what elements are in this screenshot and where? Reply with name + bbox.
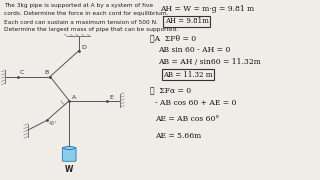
Text: Determine the largest mass of pipe that can be supported.: Determine the largest mass of pipe that …	[4, 28, 178, 32]
Text: cords. Determine the force in each cord for equilibrium.: cords. Determine the force in each cord …	[4, 10, 168, 15]
Text: 45°: 45°	[49, 121, 57, 126]
Text: AB = 11.32 m: AB = 11.32 m	[163, 71, 213, 79]
Text: D: D	[81, 45, 86, 50]
Text: W: W	[65, 165, 73, 174]
Text: A: A	[72, 95, 76, 100]
Text: AE = AB cos 60°: AE = AB cos 60°	[155, 116, 220, 123]
Text: AE = 5.66m: AE = 5.66m	[155, 132, 202, 140]
Text: ①A  ΣFθ = 0: ①A ΣFθ = 0	[150, 34, 196, 42]
Text: The 3kg pipe is supported at A by a system of five: The 3kg pipe is supported at A by a syst…	[4, 3, 153, 8]
Text: ②  ΣFα = 0: ② ΣFα = 0	[150, 87, 192, 95]
FancyBboxPatch shape	[62, 147, 76, 161]
Text: AH = 9.81m: AH = 9.81m	[165, 17, 209, 25]
Text: Each cord can sustain a maximum tension of 500 N.: Each cord can sustain a maximum tension …	[4, 20, 158, 25]
Text: E: E	[109, 95, 113, 100]
Ellipse shape	[64, 147, 75, 150]
Text: - AB cos 60 + AE = 0: - AB cos 60 + AE = 0	[155, 99, 236, 107]
Text: AH = W = m·g = 9.81 m: AH = W = m·g = 9.81 m	[160, 5, 254, 13]
Text: AB sin 60 - AH = 0: AB sin 60 - AH = 0	[158, 46, 231, 54]
Text: AB = AH / sin60 = 11.32m: AB = AH / sin60 = 11.32m	[158, 58, 261, 66]
Text: C: C	[20, 70, 24, 75]
Text: B: B	[44, 70, 49, 75]
